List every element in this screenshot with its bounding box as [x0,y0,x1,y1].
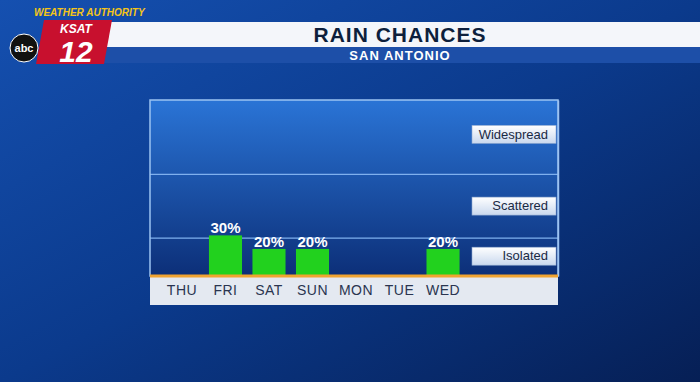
data-label: 20% [254,233,284,250]
canvas: WEATHER AUTHORITY KSAT12 abc RAIN CHANCES SA… [0,0,700,382]
y-tick-label: Isolated [502,248,548,263]
x-axis: THU FRI SAT SUN MON TUE WED [150,276,558,298]
station: KSAT [60,22,93,36]
x-tick-label: FRI [213,282,237,298]
x-tick: THU [167,276,197,298]
subtitle: SAN ANTONIO [349,48,450,63]
background [0,0,700,382]
x-tick-label: SUN [297,282,328,298]
channel: 12 [59,35,93,68]
y-tick-label: Widespread [479,127,548,142]
data-label: 30% [210,219,240,236]
y-tick-box [472,247,556,265]
x-tick-label: TUE [385,282,415,298]
y-tick-box [472,197,556,215]
band-edge [150,174,558,175]
x-tick: WED [426,276,460,298]
brand: WEATHER AUTHORITY [34,7,146,18]
x-tick-label: MON [339,282,373,298]
y-axis-line [558,101,560,277]
network: abc [15,42,34,54]
x-tick: MON [339,276,373,298]
data-label: 20% [428,233,458,250]
y-tick: Isolated [472,247,558,265]
bar [296,249,329,276]
x-tick: SUN [297,276,328,298]
x-tick: FRI [213,276,237,298]
y-tick: Scattered [472,197,558,215]
x-tick-label: WED [426,282,460,298]
y-axis: Isolated Scattered Widespread [472,101,559,277]
x-axis-strip [150,276,558,305]
plot-area [150,100,558,276]
x-tick: SAT [255,276,283,298]
bar [209,235,242,276]
network-logo [10,34,38,62]
x-tick-label: THU [167,282,197,298]
band-edges [150,174,558,238]
bar [426,249,459,276]
title-bar [95,22,700,47]
y-tick: Widespread [472,125,558,143]
x-axis-line [150,275,558,278]
bar [252,249,285,276]
y-tick-box [472,125,556,143]
data-labels: 30% 20% 20% 20% [210,219,458,250]
plot-frame [150,100,558,276]
y-tick-label: Scattered [492,198,548,213]
subtitle-bar [95,47,700,63]
title: RAIN CHANCES [313,23,486,46]
x-tick: TUE [385,276,415,298]
x-tick-label: SAT [255,282,283,298]
bars [209,235,460,276]
data-label: 20% [297,233,327,250]
